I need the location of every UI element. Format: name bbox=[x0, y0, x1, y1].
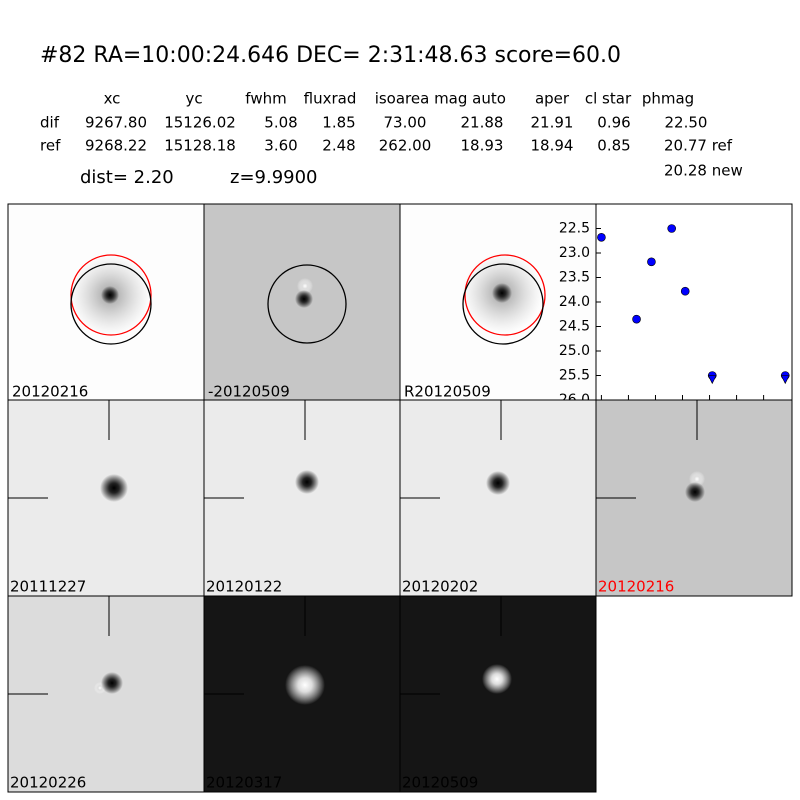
cell: 22.50 bbox=[665, 114, 708, 132]
panel-label: 20120202 bbox=[402, 578, 478, 596]
column-header: mag auto bbox=[434, 90, 506, 108]
panel: -20120509 bbox=[203, 203, 401, 401]
column-header: fluxrad bbox=[304, 90, 357, 108]
point bbox=[632, 314, 641, 324]
cell: 9268.22 bbox=[85, 137, 147, 155]
table: xc yc fwhm fluxrad isoarea mag auto aper cl sta… bbox=[40, 90, 733, 155]
cell: 1.85 bbox=[322, 114, 355, 132]
cell: 0.85 bbox=[597, 137, 630, 155]
cell: 0.96 bbox=[597, 114, 630, 132]
panel-label: 20120216 bbox=[12, 383, 88, 401]
z: z=9.9900 bbox=[230, 167, 318, 188]
panel-label: 20120509 bbox=[402, 774, 478, 792]
cell: 5.08 bbox=[264, 114, 297, 132]
cell: 3.60 bbox=[264, 137, 297, 155]
panel: 20120202 bbox=[399, 399, 597, 597]
point bbox=[647, 257, 656, 267]
column-header: xc bbox=[104, 90, 121, 108]
cell: 2.48 bbox=[322, 137, 355, 155]
column-header: aper bbox=[535, 90, 570, 108]
panel-label: 20111227 bbox=[10, 578, 86, 596]
cell: 20.77 ref bbox=[664, 137, 733, 155]
panel-label: R20120509 bbox=[404, 383, 491, 401]
y-tick-label: 24.0 bbox=[559, 294, 590, 310]
panel-label: 20120317 bbox=[206, 774, 282, 792]
point bbox=[680, 286, 690, 296]
point bbox=[597, 233, 606, 242]
panel: 20111227 bbox=[7, 399, 205, 597]
cell: 73.00 bbox=[384, 114, 427, 132]
y-tick-label: 23.0 bbox=[559, 245, 590, 261]
cell: 18.93 bbox=[461, 137, 504, 155]
y-tick-label: 24.5 bbox=[559, 319, 590, 335]
phmag-new: 20.28 new bbox=[664, 162, 743, 180]
y-tick-label: 25.5 bbox=[559, 368, 590, 384]
cell: 21.88 bbox=[461, 114, 504, 132]
panel: 20120216 bbox=[7, 203, 205, 401]
column-header: fwhm bbox=[245, 90, 286, 108]
panel-label: 20120216 bbox=[598, 578, 674, 596]
column-header: cl star bbox=[585, 90, 632, 108]
dist: dist= 2.20 bbox=[80, 167, 174, 188]
cell: 15126.02 bbox=[164, 114, 236, 132]
panel: 20120122 bbox=[203, 399, 401, 597]
column-header: yc bbox=[185, 90, 202, 108]
panel: 20120317 bbox=[203, 595, 401, 793]
panel-label: 20120226 bbox=[10, 774, 86, 792]
y-tick-label: 25.0 bbox=[559, 343, 590, 359]
title: #82 RA=10:00:24.646 DEC= 2:31:48.63 scor… bbox=[40, 43, 621, 68]
cell: 9267.80 bbox=[85, 114, 147, 132]
cell: 18.94 bbox=[531, 137, 574, 155]
column-header: phmag bbox=[642, 90, 694, 108]
column-header: isoarea bbox=[375, 90, 430, 108]
panel: 20120216 bbox=[595, 399, 793, 597]
panel: R20120509 bbox=[399, 203, 597, 401]
row-label: dif bbox=[40, 114, 60, 132]
row-label: ref bbox=[40, 137, 61, 155]
cell: 21.91 bbox=[531, 114, 574, 132]
point bbox=[667, 224, 676, 233]
limit-marker bbox=[707, 375, 717, 385]
cell: 15128.18 bbox=[164, 137, 236, 155]
panel-label: 20120122 bbox=[206, 578, 282, 596]
limit-marker bbox=[780, 375, 790, 385]
y-tick-label: 22.5 bbox=[559, 221, 590, 237]
cell: 262.00 bbox=[379, 137, 432, 155]
panel: 20120226 bbox=[7, 595, 205, 793]
y-tick-label: 23.5 bbox=[559, 270, 590, 286]
plot-frame bbox=[595, 203, 793, 401]
panel-label: -20120509 bbox=[208, 383, 290, 401]
panel: 20120509 bbox=[399, 595, 597, 793]
